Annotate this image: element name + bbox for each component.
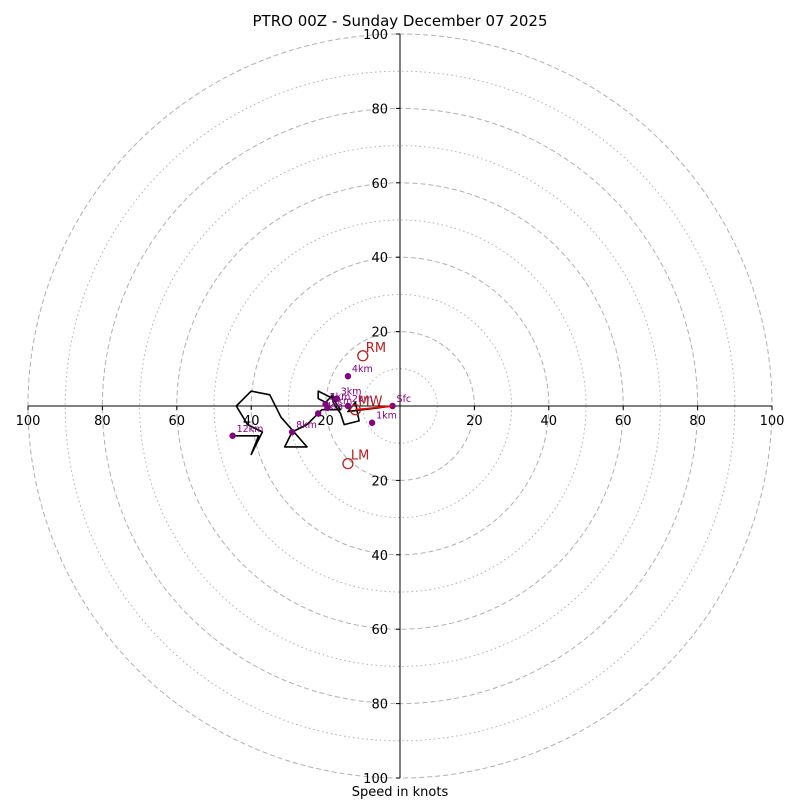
height-marker-12km <box>229 432 236 439</box>
height-label-8km: 8km <box>296 420 317 431</box>
x-tick-label: 20 <box>317 414 334 429</box>
storm-motion-markers: RM LM MW <box>342 341 393 470</box>
storm-label-LM: LM <box>351 449 369 464</box>
storm-label-MW: MW <box>358 395 382 410</box>
tick-labels: 100 80 60 40 20 20 40 60 80 100100806040202040608… <box>16 28 785 787</box>
y-tick-label: 60 <box>371 177 388 192</box>
chart-title: PTRO 00Z - Sunday December 07 2025 <box>253 12 548 30</box>
x-tick-label: 100 <box>760 414 785 429</box>
storm-label-RM: RM <box>366 341 386 356</box>
x-tick-label: 20 <box>466 414 483 429</box>
y-tick-label: 40 <box>371 549 388 564</box>
height-marker-1km <box>368 419 376 426</box>
height-label-3km: 3km <box>341 387 362 398</box>
height-marker-7km <box>314 410 322 417</box>
height-label-1km: 1km <box>376 411 397 422</box>
storm-marker-MW <box>349 404 362 416</box>
height-label-5km: 5km <box>330 392 351 403</box>
y-tick-label: 40 <box>371 251 388 266</box>
y-tick-label: 100 <box>363 28 388 43</box>
y-tick-label: 20 <box>371 474 388 489</box>
hodograph-line <box>232 390 393 456</box>
height-label-7km: 7km <box>322 401 343 412</box>
x-tick-label: 40 <box>541 414 558 429</box>
height-label-4km: 4km <box>352 364 373 375</box>
x-tick-label: 60 <box>169 414 186 429</box>
height-label-12km: 12km <box>237 424 264 435</box>
height-label-Sfc: Sfc <box>397 394 412 405</box>
hodograph-trace <box>232 390 393 456</box>
x-tick-label: 60 <box>615 414 632 429</box>
height-marker-6km <box>324 404 331 412</box>
storm-motion-vector <box>355 405 393 411</box>
height-label-6km: 6km <box>331 396 352 407</box>
y-tick-label: 100 <box>363 772 388 787</box>
y-tick-label: 80 <box>371 102 388 117</box>
x-tick-label: 100 <box>16 414 41 429</box>
y-tick-label: 60 <box>371 623 388 638</box>
x-tick-label: 80 <box>94 414 111 429</box>
height-marker-2km <box>344 402 352 410</box>
height-marker-3km <box>333 395 340 402</box>
axes <box>28 34 772 778</box>
x-tick-label: 80 <box>689 414 706 429</box>
x-axis-label: Speed in knots <box>352 785 449 800</box>
storm-marker-RM <box>357 350 369 362</box>
y-tick-label: 20 <box>371 326 388 341</box>
height-marker-4km <box>344 373 352 380</box>
height-marker-8km <box>288 428 296 436</box>
storm-marker-LM <box>342 458 354 470</box>
height-label-2km: 2km <box>352 394 373 405</box>
y-tick-label: 80 <box>371 698 388 713</box>
